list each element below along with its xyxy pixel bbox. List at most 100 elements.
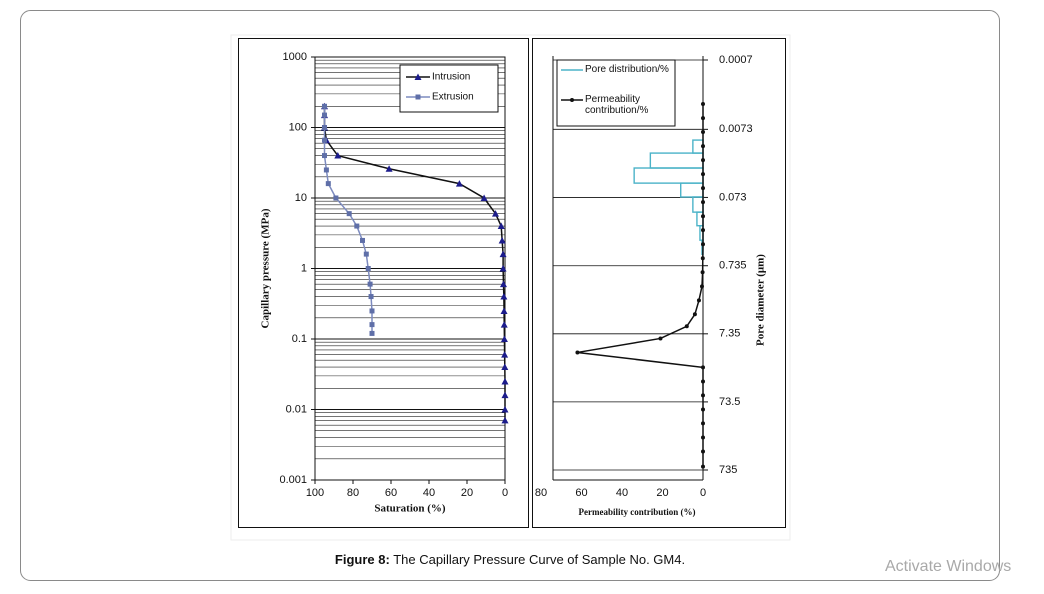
y-axis-title: Capillary pressure (MPa) [260, 208, 272, 328]
legend-label: Pore distribution/% [585, 64, 669, 75]
y-tick-label: 0.001 [279, 474, 307, 486]
caption: Figure 8: The Capillary Pressure Curve o… [335, 552, 685, 567]
point [480, 194, 488, 201]
point [701, 172, 705, 177]
point [501, 377, 509, 385]
point [415, 94, 421, 100]
point [334, 152, 342, 159]
point [498, 236, 506, 244]
point [700, 270, 705, 275]
point [500, 321, 508, 328]
y-tick-label: 10 [295, 192, 307, 204]
x-tick-label: 40 [423, 487, 435, 499]
point [322, 137, 327, 143]
y-tick-label: 100 [289, 121, 307, 133]
x-tick-label: 20 [656, 487, 668, 499]
point [692, 312, 697, 317]
point [701, 214, 705, 219]
point [700, 256, 705, 261]
point [701, 144, 705, 149]
point [322, 112, 327, 118]
point [363, 251, 369, 257]
point [365, 266, 371, 271]
point [575, 350, 580, 355]
point [501, 416, 509, 424]
permeability-chart: 0.0007 0.0073 0.073 0.735 7.35 73.5 735 80 60 40 2… [535, 54, 767, 517]
point [501, 406, 509, 413]
y2-tick-label: 735 [719, 464, 737, 476]
point [369, 308, 375, 314]
point [492, 210, 499, 217]
point [701, 449, 705, 454]
point [701, 116, 705, 121]
panel-frame [238, 38, 529, 528]
plot-frame [314, 56, 506, 481]
point [701, 407, 705, 412]
point [701, 130, 705, 135]
point [501, 351, 509, 358]
point [701, 421, 705, 426]
point [369, 322, 375, 328]
point [354, 223, 360, 229]
point [570, 98, 574, 102]
point [499, 280, 507, 288]
point [360, 237, 365, 243]
point [322, 153, 327, 159]
x-tick-label: 80 [347, 487, 359, 499]
legend-label: Permeability contribution/% [585, 94, 649, 116]
x-tick-label: 60 [385, 487, 397, 499]
legend-entry: Pore distribution/% [585, 64, 669, 75]
y2-tick-label: 0.0073 [719, 123, 753, 135]
y2-tick-label: 73.5 [719, 396, 740, 408]
point [701, 464, 705, 469]
x-tick-label: 60 [575, 487, 587, 499]
point [501, 391, 509, 399]
point [368, 294, 374, 300]
point [701, 200, 705, 205]
point [333, 195, 339, 201]
point [696, 298, 701, 303]
point [499, 265, 507, 272]
point [684, 324, 689, 329]
x-axis-title: Saturation (%) [374, 503, 446, 515]
caption-label: Figure 8: [335, 552, 390, 567]
legend-entry: Permeability contribution/% [585, 94, 649, 116]
caption-text: The Capillary Pressure Curve of Sample N… [390, 552, 685, 567]
y-tick-label: 0.1 [292, 333, 307, 345]
y2-tick-label: 0.073 [719, 191, 747, 203]
x-tick-label: 0 [502, 487, 508, 499]
legend-box [556, 59, 676, 127]
point [701, 158, 705, 163]
point [501, 363, 509, 371]
point [701, 242, 705, 247]
point [497, 222, 505, 230]
point [701, 186, 705, 191]
point [322, 103, 327, 109]
point [455, 180, 463, 187]
capillary-chart: 0.001 0.01 0.1 1 10 100 1000 100 80 60 40 20 0 Satura… [260, 51, 509, 515]
point [369, 330, 375, 336]
y2-tick-label: 7.35 [719, 328, 740, 340]
point [499, 250, 507, 258]
legend-box [399, 64, 499, 113]
y-tick-label: 0.01 [286, 403, 307, 415]
x-tick-label: 80 [535, 487, 547, 499]
point [699, 284, 704, 289]
point [367, 281, 373, 287]
x-axis-title: Permeability contribution (%) [579, 507, 696, 517]
point [701, 393, 705, 398]
point [322, 125, 327, 130]
point [701, 435, 705, 440]
legend-label: Extrusion [432, 92, 474, 103]
point [385, 165, 393, 172]
point [701, 379, 705, 384]
point [325, 181, 331, 187]
x-tick-label: 100 [306, 487, 324, 499]
point [346, 211, 352, 217]
y2-tick-label: 0.0007 [719, 54, 753, 66]
x-tick-label: 40 [616, 487, 628, 499]
y-tick-label: 1 [301, 262, 307, 274]
legend-label: Intrusion [432, 72, 470, 83]
point [414, 73, 422, 80]
